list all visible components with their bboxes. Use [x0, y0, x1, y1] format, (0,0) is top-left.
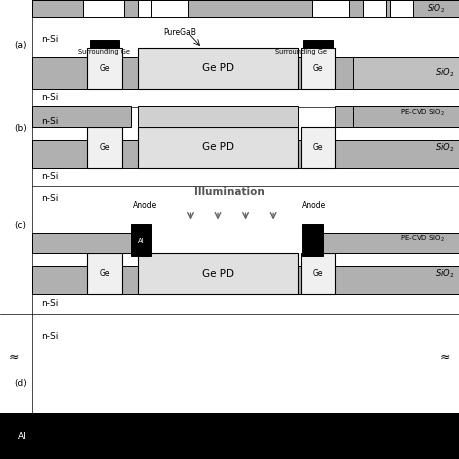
Text: SiO$_2$: SiO$_2$ [427, 2, 445, 15]
Bar [301, 127, 335, 168]
Bar [138, 127, 298, 168]
Bar [138, 0, 165, 17]
Bar [83, 0, 124, 17]
Text: ≈: ≈ [9, 351, 19, 364]
Text: Ge: Ge [99, 64, 110, 73]
Bar [353, 57, 459, 89]
Text: Ge: Ge [313, 143, 323, 152]
Text: Surrounding Ge: Surrounding Ge [275, 49, 327, 55]
Text: PE-CVD SiO$_2$: PE-CVD SiO$_2$ [400, 234, 445, 244]
Bar [353, 106, 459, 127]
Bar [138, 48, 298, 89]
Text: Anode: Anode [302, 201, 326, 210]
Text: n-Si: n-Si [41, 35, 59, 45]
Bar [151, 0, 188, 17]
Text: Illumination: Illumination [194, 187, 265, 197]
Text: Surrounding Ge: Surrounding Ge [78, 49, 130, 55]
Text: n-Si: n-Si [41, 194, 59, 203]
Text: PureGaB: PureGaB [163, 28, 196, 37]
Bar [32, 106, 131, 127]
Bar [323, 233, 459, 253]
Text: n-Si: n-Si [41, 117, 59, 126]
Bar [138, 106, 298, 127]
Bar [131, 224, 151, 256]
Text: Ge PD: Ge PD [202, 269, 234, 279]
Text: n-Si: n-Si [41, 299, 59, 308]
Bar [138, 253, 298, 294]
Text: n-Si: n-Si [41, 172, 59, 181]
Text: (b): (b) [14, 124, 27, 133]
Text: n-Si: n-Si [41, 332, 59, 341]
Text: SiO$_2$: SiO$_2$ [435, 267, 454, 280]
Bar [303, 40, 333, 48]
Bar [32, 140, 459, 168]
Text: Ge: Ge [313, 64, 323, 73]
Text: SiO$_2$: SiO$_2$ [435, 67, 454, 79]
Bar [363, 0, 386, 17]
Bar [312, 0, 349, 17]
Bar [87, 127, 122, 168]
Bar [32, 0, 459, 17]
Text: Al: Al [138, 237, 145, 244]
Text: ≈: ≈ [440, 351, 450, 364]
Bar [32, 233, 131, 253]
Bar [301, 48, 335, 89]
Text: (d): (d) [14, 379, 27, 388]
Text: Al: Al [18, 431, 27, 441]
Bar [0, 413, 459, 459]
Bar [87, 253, 122, 294]
Text: Ge PD: Ge PD [202, 63, 234, 73]
Text: PE-CVD SiO$_2$: PE-CVD SiO$_2$ [400, 107, 445, 118]
Text: (c): (c) [14, 221, 26, 230]
Bar [32, 266, 459, 294]
Text: n-Si: n-Si [41, 93, 59, 102]
Bar [390, 0, 413, 17]
Text: SiO$_2$: SiO$_2$ [435, 141, 454, 154]
Bar [335, 106, 353, 127]
Text: Ge PD: Ge PD [202, 142, 234, 152]
Bar [32, 57, 459, 89]
Text: Ge: Ge [313, 269, 323, 278]
Bar [301, 253, 335, 294]
Text: Anode: Anode [133, 201, 157, 210]
Bar [90, 40, 119, 48]
Text: (a): (a) [14, 41, 26, 50]
Text: Ge: Ge [99, 269, 110, 278]
Bar [87, 48, 122, 89]
Text: Ge: Ge [99, 143, 110, 152]
Bar [302, 224, 323, 256]
Bar [90, 122, 119, 127]
